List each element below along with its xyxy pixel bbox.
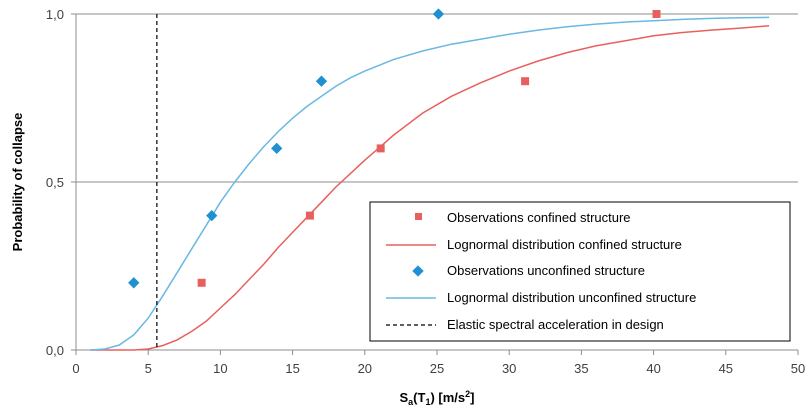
x-axis-title-sub1: a [408, 397, 414, 407]
x-axis-title: Sa(T1) [m/s2] [399, 389, 474, 407]
data-point-confined [197, 278, 206, 287]
y-axis-title: Probability of collapse [10, 113, 25, 252]
data-point-unconfined [206, 209, 218, 222]
axes [71, 13, 799, 355]
legend-box [369, 201, 791, 342]
data-point-unconfined [271, 142, 283, 155]
data-point-unconfined [432, 8, 445, 20]
x-tick-label: 25 [430, 361, 444, 376]
x-tick-label: 15 [285, 361, 299, 376]
y-tick-label: 1,0 [46, 7, 64, 22]
x-tick-label: 30 [502, 361, 516, 376]
x-tick-label: 45 [719, 361, 733, 376]
x-axis-title-unit: ) [m/s [430, 390, 465, 405]
legend-marker-unconfined-observations [412, 265, 424, 277]
x-tick-label: 20 [358, 361, 372, 376]
legend-label-confined-observations: Observations confined structure [447, 210, 631, 225]
legend-marker-confined-observations [415, 213, 422, 220]
x-tick-label: 5 [145, 361, 152, 376]
x-tick-label: 0 [72, 361, 79, 376]
data-point-confined [652, 10, 661, 18]
x-axis-title-sup: 2 [465, 389, 470, 399]
data-point-unconfined [128, 277, 140, 289]
x-tick-label: 35 [574, 361, 588, 376]
x-axis-title-open: (T [413, 390, 425, 405]
x-axis-title-main: S [399, 390, 408, 405]
x-axis-title-sub2: 1 [425, 397, 430, 407]
legend: Observations confined structure Lognorma… [369, 201, 791, 342]
series-line-3 [90, 16, 770, 351]
data-point-unconfined [315, 75, 328, 87]
plot-lines [90, 14, 770, 351]
tick-labels: 0,0 0,5 1,0 0 5 10 15 20 25 30 35 40 45 50 [46, 7, 805, 376]
data-point-confined [376, 144, 385, 153]
legend-label-elastic-design: Elastic spectral acceleration in design [447, 317, 664, 332]
data-point-confined [305, 211, 314, 220]
series-line-1 [90, 25, 770, 351]
legend-label-unconfined-observations: Observations unconfined structure [447, 263, 645, 278]
data-point-confined [521, 77, 530, 86]
y-tick-label: 0,5 [46, 175, 64, 190]
legend-label-unconfined-lognormal: Lognormal distribution unconfined struct… [447, 290, 696, 305]
legend-label-confined-lognormal: Lognormal distribution confined structur… [447, 237, 682, 252]
x-tick-label: 40 [646, 361, 660, 376]
x-tick-label: 10 [213, 361, 227, 376]
x-axis-title-close: ] [470, 390, 474, 405]
x-tick-label: 50 [791, 361, 805, 376]
y-tick-label: 0,0 [46, 343, 64, 358]
